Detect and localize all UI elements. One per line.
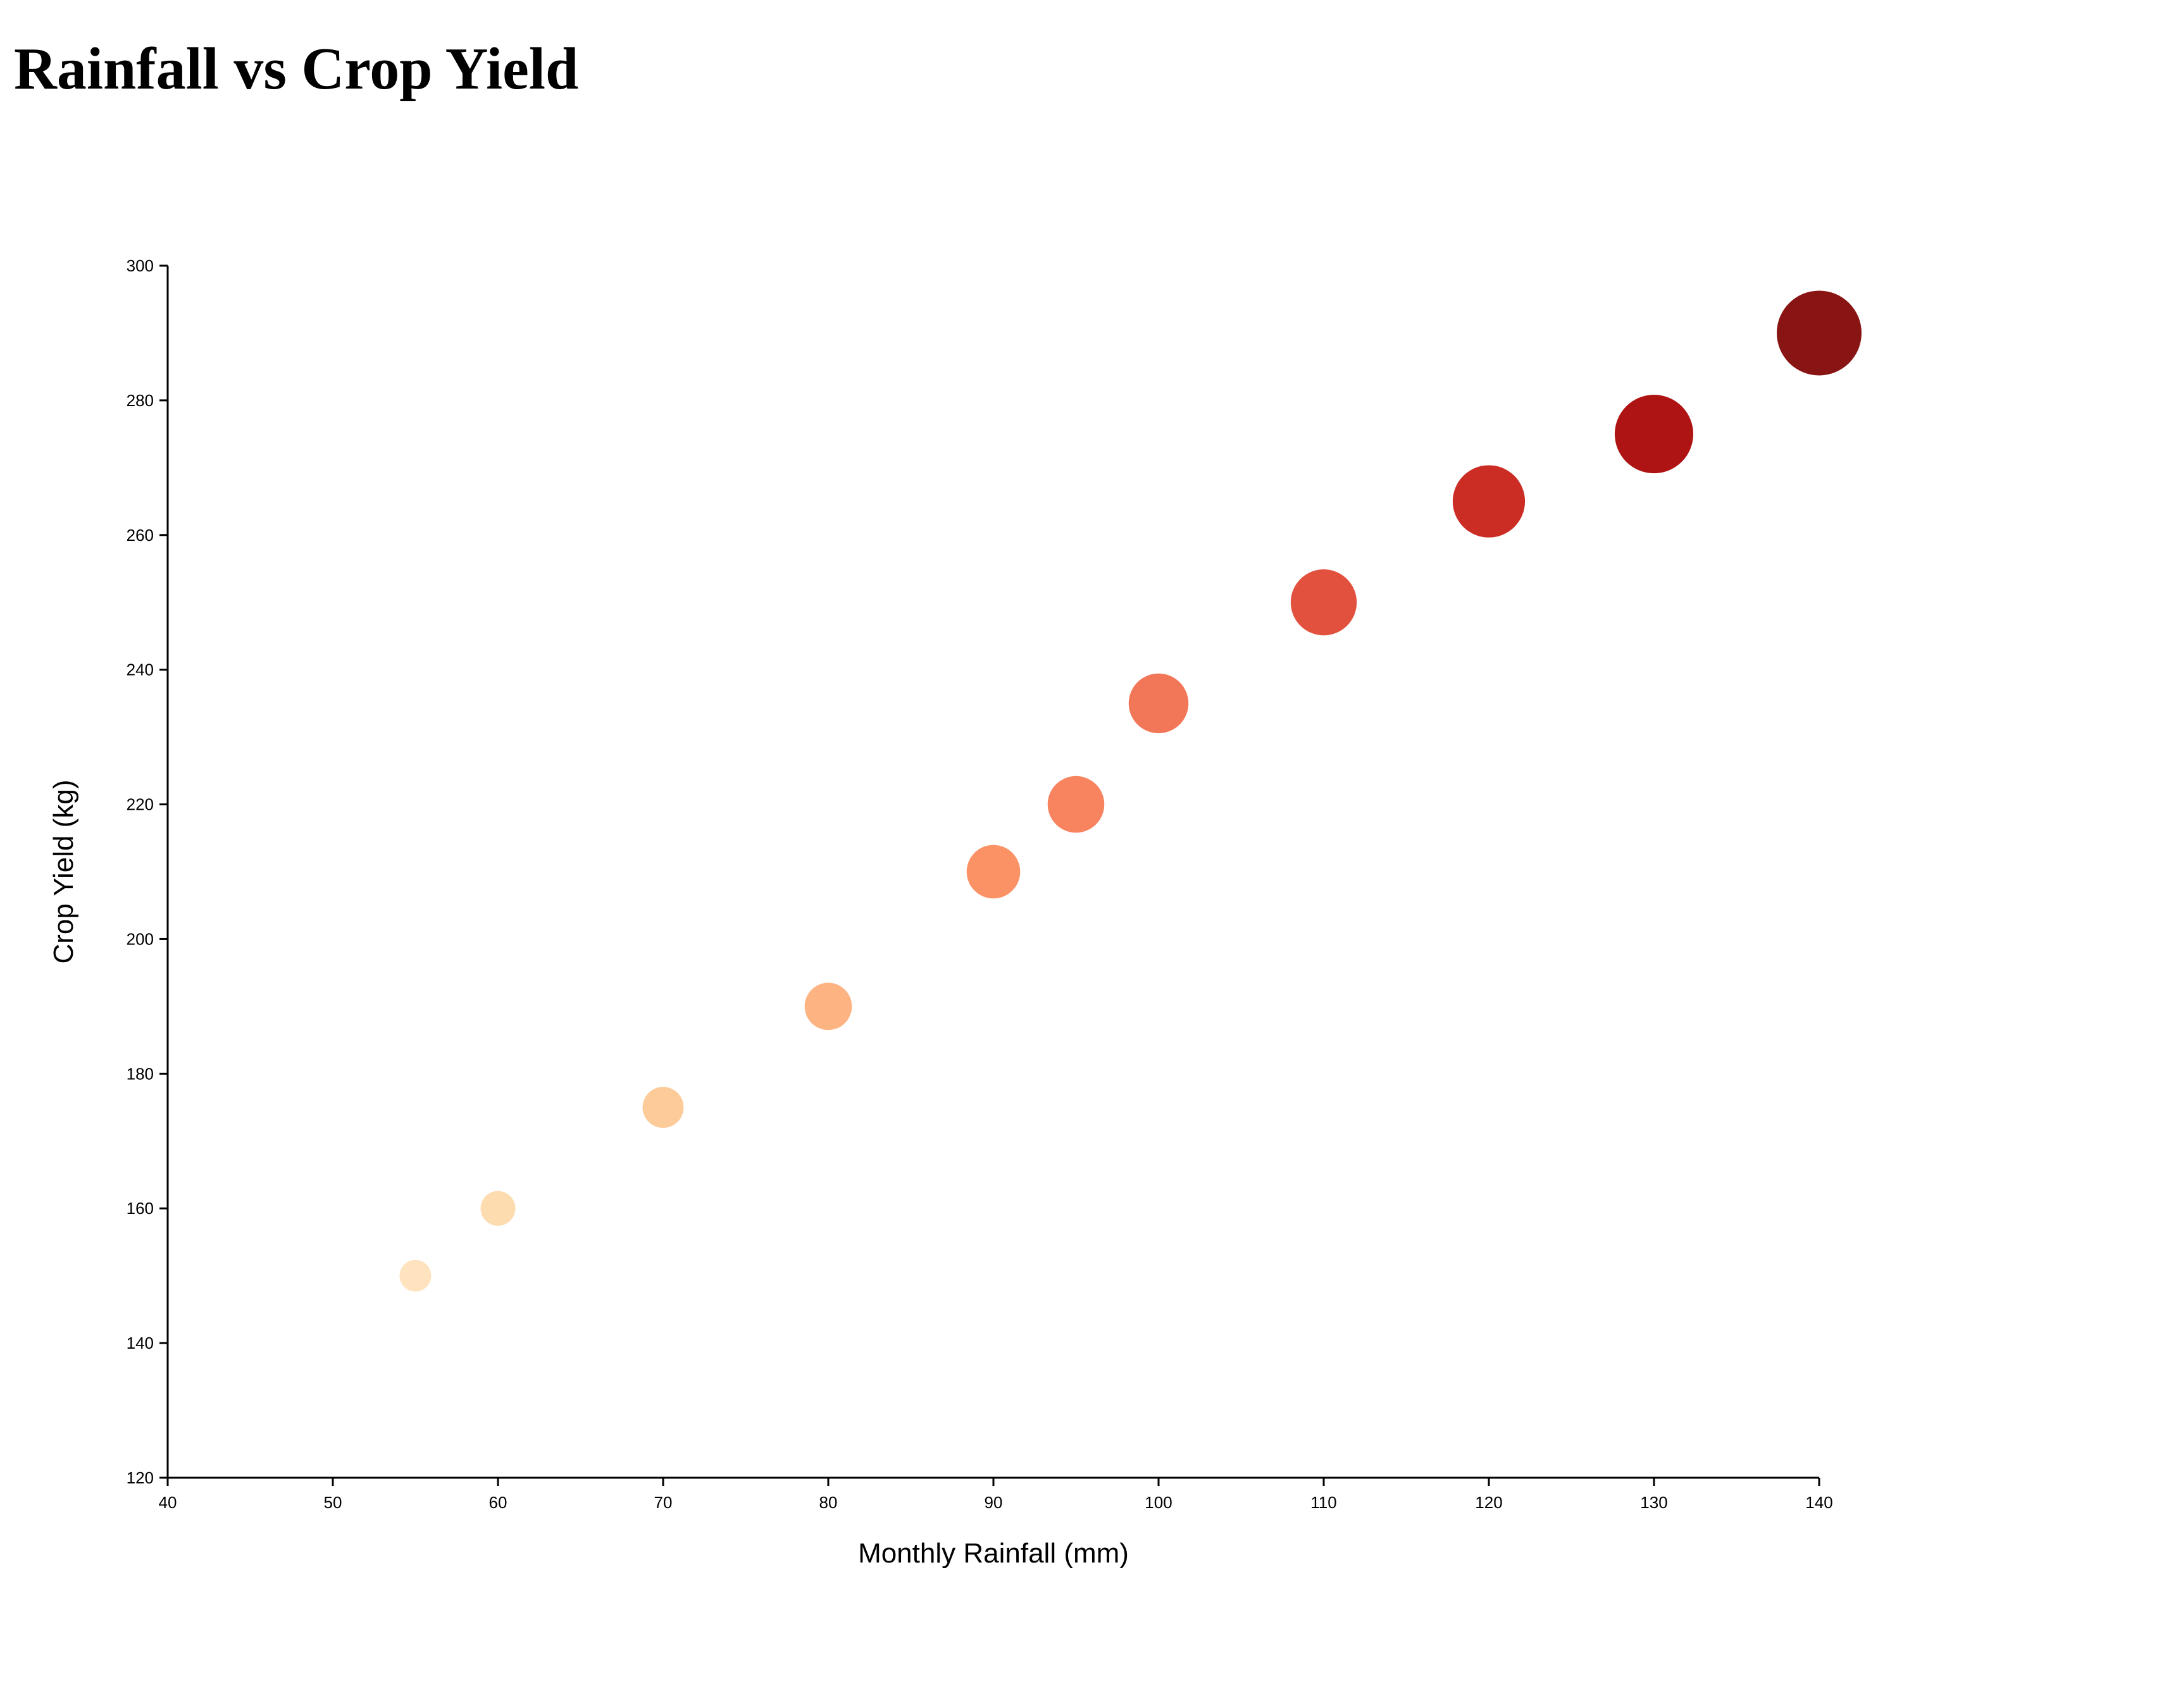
y-tick-label: 300 [127,256,154,275]
x-tick-label: 120 [1475,1493,1502,1512]
y-tick-label: 220 [127,795,154,814]
x-tick-label: 60 [489,1493,507,1512]
y-axis: 120 140 160 180 200 220 240 260 280 300 [127,256,169,1487]
data-point [1047,776,1105,833]
x-tick-label: 110 [1310,1493,1336,1512]
x-tick-label: 50 [324,1493,342,1512]
data-point [1452,465,1526,538]
x-tick-label: 90 [985,1493,1003,1512]
data-point [1290,569,1357,636]
x-tick-label: 70 [654,1493,673,1512]
x-tick-label: 80 [819,1493,838,1512]
data-point [966,845,1021,899]
data-point [1614,395,1694,474]
data-point [804,982,852,1030]
y-tick-label: 180 [127,1064,154,1083]
data-point [480,1191,516,1226]
y-ticks: 120 140 160 180 200 220 240 260 280 300 [127,256,168,1487]
y-tick-label: 280 [127,391,154,410]
x-tick-label: 140 [1805,1493,1832,1512]
data-points [399,290,1862,1292]
chart-title: Rainfall vs Crop Yield [14,36,579,102]
data-point [399,1259,432,1292]
y-tick-label: 240 [127,660,154,679]
data-point [1128,673,1189,734]
x-ticks: 40 50 60 70 80 90 100 110 120 130 140 [159,1478,1833,1512]
y-tick-label: 140 [127,1334,154,1352]
x-tick-label: 40 [159,1493,177,1512]
x-tick-label: 100 [1145,1493,1172,1512]
x-axis-title: Monthly Rainfall (mm) [858,1538,1129,1569]
y-tick-label: 160 [127,1199,154,1218]
y-tick-label: 200 [127,929,154,948]
x-axis: 40 50 60 70 80 90 100 110 120 130 140 [159,1476,1833,1512]
y-axis-title: Crop Yield (kg) [48,779,79,963]
data-point [642,1087,684,1128]
y-tick-label: 120 [127,1468,154,1487]
y-tick-label: 260 [127,526,154,545]
data-point [1777,290,1862,376]
x-tick-label: 130 [1640,1493,1667,1512]
